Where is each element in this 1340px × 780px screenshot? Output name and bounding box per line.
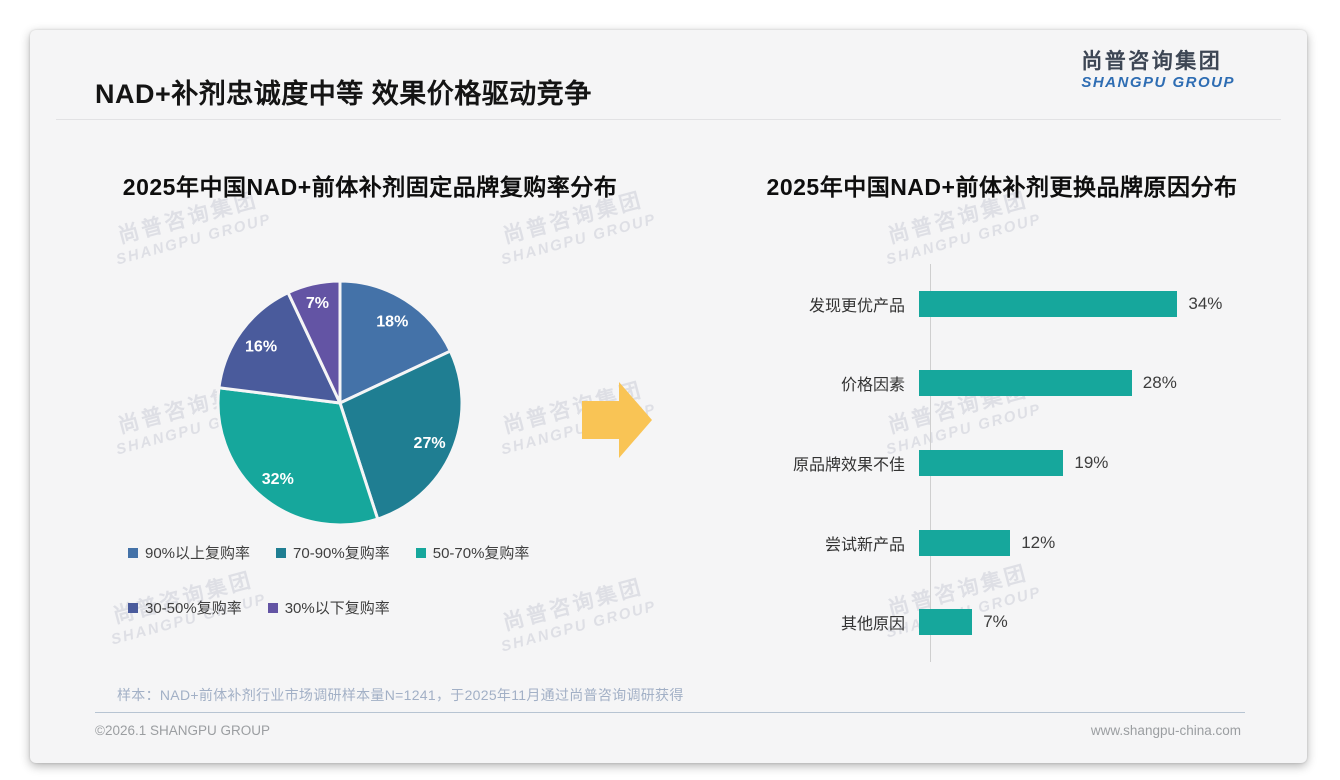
pie-slice <box>217 291 342 405</box>
legend-label: 30%以下复购率 <box>284 600 390 617</box>
bar-value-label: 12% <box>1021 532 1056 552</box>
pie-slice <box>338 279 452 405</box>
bar-row: 其他原因 7% <box>712 609 1292 636</box>
logo-chinese-text: 尚普咨询集团 <box>1081 50 1223 73</box>
bar <box>919 529 1011 556</box>
bar-rows: 发现更优产品 34% 价格因素 28% 原品牌效果不佳 19% 尝试新产品 12% 其他原因 7% <box>712 264 1292 662</box>
bar-value-label: 28% <box>1142 373 1177 393</box>
bar-category-label: 尝试新产品 <box>824 536 905 554</box>
bar-category-label: 其他原因 <box>840 616 905 634</box>
header-divider <box>56 119 1281 120</box>
company-logo: 尚普咨询集团 SHANGPU GROUP <box>1081 50 1235 91</box>
legend-item: 70-90%复购率 <box>276 542 390 563</box>
bar-category-label: 价格因素 <box>840 377 905 395</box>
slide-card: 尚普咨询集团 SHANGPU GROUP 尚普咨询集团 SHANGPU GROUP 尚普… <box>30 30 1307 763</box>
legend-label: 90%以上复购率 <box>145 545 251 562</box>
bar-row: 价格因素 28% <box>712 370 1292 397</box>
footer-website: www.shangpu-china.com <box>1090 723 1241 738</box>
pie-slice-value: 32% <box>262 471 294 488</box>
bar-row: 发现更优产品 34% <box>712 290 1292 317</box>
legend-swatch <box>415 547 426 558</box>
pie-chart: 18% 27% 32% 16% 7% <box>213 276 467 530</box>
pie-slice-value: 16% <box>245 339 277 356</box>
legend-item: 30-50%复购率 <box>128 597 242 618</box>
legend-swatch <box>276 547 287 558</box>
footer-divider <box>95 712 1245 713</box>
bar-track: 34% <box>918 290 1292 317</box>
pie-slice <box>338 349 464 521</box>
bar-track: 28% <box>918 370 1292 397</box>
legend-label: 50-70%复购率 <box>432 545 530 562</box>
legend-swatch <box>128 602 138 613</box>
pie-svg: 18% 27% 32% 16% 7% <box>216 279 464 527</box>
legend-item: 50-70%复购率 <box>415 542 530 563</box>
legend-swatch <box>128 547 138 558</box>
bar-track: 12% <box>918 529 1292 556</box>
legend-label: 70-90%复购率 <box>293 545 390 562</box>
bar-track: 7% <box>918 609 1292 636</box>
legend-swatch <box>267 602 278 613</box>
pie-legend: 90%以上复购率 70-90%复购率 50-70%复购率 30-50%复购率 30%以下… <box>128 542 648 652</box>
bar-chart: 发现更优产品 34% 价格因素 28% 原品牌效果不佳 19% 尝试新产品 12% 其他原因 7% <box>712 264 1292 662</box>
bar-value-label: 7% <box>983 612 1008 632</box>
legend-item: 90%以上复购率 <box>128 542 250 563</box>
bar <box>919 449 1064 476</box>
pie-slice-value: 7% <box>306 295 329 312</box>
legend-item: 30%以下复购率 <box>267 597 390 618</box>
bar-category-label: 发现更优产品 <box>808 297 905 315</box>
legend-label: 30-50%复购率 <box>145 600 242 617</box>
footer-copyright: ©2026.1 SHANGPU GROUP <box>95 723 271 738</box>
pie-slice-value: 27% <box>414 435 446 452</box>
bar-value-label: 34% <box>1188 293 1223 313</box>
bar-category-label: 原品牌效果不佳 <box>792 456 905 474</box>
bar <box>919 290 1178 317</box>
right-arrow-icon <box>582 382 652 458</box>
bar-row: 尝试新产品 12% <box>712 529 1292 556</box>
pie-chart-title: 2025年中国NAD+前体补剂固定品牌复购率分布 <box>122 174 618 200</box>
legend-row: 30-50%复购率 30%以下复购率 <box>128 597 648 618</box>
bar-row: 原品牌效果不佳 19% <box>712 449 1292 476</box>
pie-slice <box>286 279 342 405</box>
bar-track: 19% <box>918 449 1292 476</box>
legend-row: 90%以上复购率 70-90%复购率 50-70%复购率 <box>128 542 648 563</box>
bar-value-label: 19% <box>1074 452 1109 472</box>
bar <box>919 370 1132 397</box>
logo-english-text: SHANGPU GROUP <box>1081 74 1235 92</box>
bar <box>919 609 973 636</box>
bar-chart-title: 2025年中国NAD+前体补剂更换品牌原因分布 <box>766 174 1238 200</box>
sample-footnote: 样本：NAD+前体补剂行业市场调研样本量N=1241，于2025年11月通过尚普… <box>117 687 684 703</box>
page-title: NAD+补剂忠诚度中等 效果价格驱动竞争 <box>95 79 592 109</box>
pie-slice <box>216 386 380 527</box>
pie-slice-value: 18% <box>376 314 408 331</box>
